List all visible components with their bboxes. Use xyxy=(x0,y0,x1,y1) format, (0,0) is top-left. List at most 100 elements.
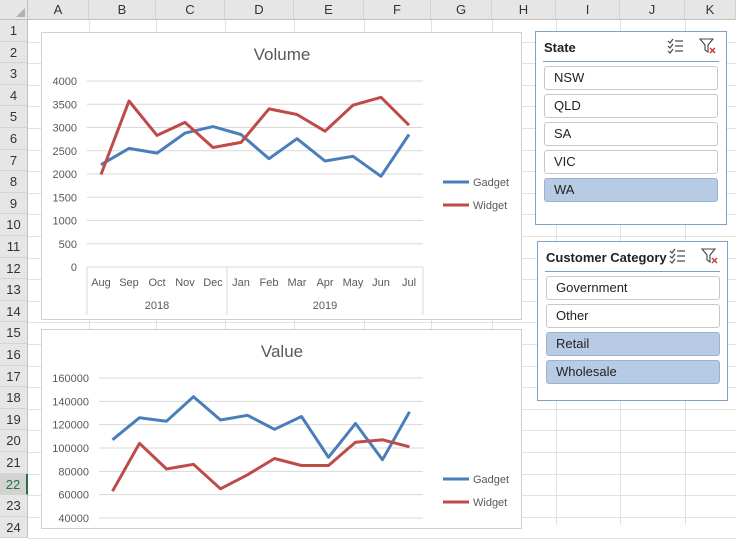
x-tick-label: May xyxy=(343,277,364,289)
row-header[interactable]: 22 xyxy=(0,473,28,496)
legend-label-gadget: Gadget xyxy=(473,474,509,486)
x-tick-label: Jul xyxy=(402,277,416,289)
y-tick-label: 2500 xyxy=(53,146,77,158)
row-header[interactable]: 24 xyxy=(0,516,28,539)
x-group-label: 2018 xyxy=(145,300,169,312)
column-header[interactable]: K xyxy=(685,0,736,20)
row-header[interactable]: 6 xyxy=(0,128,28,150)
clear-filter-icon[interactable] xyxy=(698,36,718,61)
row-header[interactable]: 2 xyxy=(0,41,28,64)
value-chart[interactable]: Value 160000 140000 120000 100000 80000 60000 4… xyxy=(41,329,522,529)
legend-label-gadget: Gadget xyxy=(473,177,509,189)
x-tick-label: Dec xyxy=(203,277,223,289)
row-header[interactable]: 15 xyxy=(0,322,28,344)
row-header[interactable]: 12 xyxy=(0,257,28,280)
column-header[interactable]: D xyxy=(225,0,294,20)
y-tick-label: 3000 xyxy=(53,123,77,135)
slicer-item-wholesale[interactable]: Wholesale xyxy=(546,360,720,384)
column-header[interactable]: J xyxy=(620,0,685,20)
slicer-item-wa[interactable]: WA xyxy=(544,178,718,202)
y-tick-label: 4000 xyxy=(53,76,77,88)
series-line-gadget xyxy=(111,395,411,462)
row-header[interactable]: 4 xyxy=(0,84,28,107)
series-line-widget xyxy=(111,438,410,492)
y-tick-label: 1500 xyxy=(53,192,77,204)
y-tick-label: 120000 xyxy=(52,420,89,432)
customer-category-slicer-separator xyxy=(545,271,720,272)
x-group-label: 2019 xyxy=(313,300,337,312)
clear-filter-icon[interactable] xyxy=(700,246,720,271)
chart-title: Volume xyxy=(254,45,311,64)
customer-category-slicer-title: Customer Category xyxy=(546,250,667,265)
y-tick-label: 160000 xyxy=(52,373,89,385)
column-header[interactable]: H xyxy=(492,0,556,20)
x-tick-label: Jan xyxy=(232,277,250,289)
slicer-item-vic[interactable]: VIC xyxy=(544,150,718,174)
row-header[interactable]: 23 xyxy=(0,495,28,517)
x-tick-label: Mar xyxy=(288,277,307,289)
row-header[interactable]: 11 xyxy=(0,236,28,258)
y-tick-label: 0 xyxy=(71,262,77,274)
x-tick-label: Apr xyxy=(316,277,333,289)
slicer-item-government[interactable]: Government xyxy=(546,276,720,300)
row-header[interactable]: 21 xyxy=(0,452,28,474)
row-header[interactable]: 9 xyxy=(0,192,28,215)
row-header[interactable]: 20 xyxy=(0,430,28,452)
column-header[interactable]: F xyxy=(364,0,431,20)
y-tick-label: 140000 xyxy=(52,396,89,408)
column-header[interactable]: G xyxy=(431,0,492,20)
volume-chart[interactable]: Volume 4000 3500 3000 2500 2000 1500 1000 500 0 Au… xyxy=(41,32,522,320)
select-all-corner[interactable] xyxy=(0,0,28,20)
row-header[interactable]: 8 xyxy=(0,171,28,193)
legend-label-widget: Widget xyxy=(473,497,507,509)
row-header[interactable]: 7 xyxy=(0,149,28,172)
cell-gridline xyxy=(28,322,736,324)
column-header[interactable]: C xyxy=(156,0,225,20)
column-header[interactable]: I xyxy=(556,0,620,20)
x-tick-label: Feb xyxy=(260,277,279,289)
row-header[interactable]: 14 xyxy=(0,300,28,323)
volume-chart-plot: Volume 4000 3500 3000 2500 2000 1500 1000 500 0 Au… xyxy=(53,45,509,315)
x-tick-label: Nov xyxy=(175,277,195,289)
customer-category-slicer[interactable]: Customer Category Government Other Retail W… xyxy=(537,241,728,401)
legend-label-widget: Widget xyxy=(473,200,507,212)
row-header[interactable]: 18 xyxy=(0,387,28,409)
row-header[interactable]: 16 xyxy=(0,344,28,366)
y-tick-label: 60000 xyxy=(58,490,89,502)
series-line-widget xyxy=(99,95,411,176)
row-header[interactable]: 1 xyxy=(0,20,28,42)
x-tick-label: Aug xyxy=(91,277,111,289)
slicer-item-nsw[interactable]: NSW xyxy=(544,66,718,90)
row-header[interactable]: 13 xyxy=(0,279,28,301)
y-tick-label: 1000 xyxy=(53,216,77,228)
y-tick-label: 80000 xyxy=(58,466,89,478)
column-header[interactable]: A xyxy=(28,0,89,20)
series-line-gadget xyxy=(100,125,411,178)
chart-title: Value xyxy=(261,342,303,361)
multi-select-icon[interactable] xyxy=(666,36,686,61)
x-tick-label: Jun xyxy=(372,277,390,289)
row-header[interactable]: 3 xyxy=(0,63,28,85)
column-header[interactable]: E xyxy=(294,0,364,20)
row-header[interactable]: 17 xyxy=(0,365,28,388)
state-slicer[interactable]: State NSW QLD SA VIC WA xyxy=(535,31,727,225)
state-slicer-separator xyxy=(543,61,719,62)
y-tick-label: 100000 xyxy=(52,443,89,455)
y-tick-label: 40000 xyxy=(58,513,89,525)
row-header[interactable]: 5 xyxy=(0,106,28,128)
row-header[interactable]: 19 xyxy=(0,408,28,431)
column-header[interactable]: B xyxy=(89,0,156,20)
multi-select-icon[interactable] xyxy=(668,246,688,271)
x-tick-label: Sep xyxy=(119,277,139,289)
row-header[interactable]: 10 xyxy=(0,214,28,236)
y-tick-label: 2000 xyxy=(53,169,77,181)
slicer-item-other[interactable]: Other xyxy=(546,304,720,328)
slicer-item-sa[interactable]: SA xyxy=(544,122,718,146)
y-tick-label: 500 xyxy=(59,239,77,251)
value-chart-plot: Value 160000 140000 120000 100000 80000 60000 4… xyxy=(52,342,509,525)
y-tick-label: 3500 xyxy=(53,99,77,111)
x-tick-label: Oct xyxy=(148,277,165,289)
slicer-item-retail[interactable]: Retail xyxy=(546,332,720,356)
state-slicer-title: State xyxy=(544,40,576,55)
slicer-item-qld[interactable]: QLD xyxy=(544,94,718,118)
